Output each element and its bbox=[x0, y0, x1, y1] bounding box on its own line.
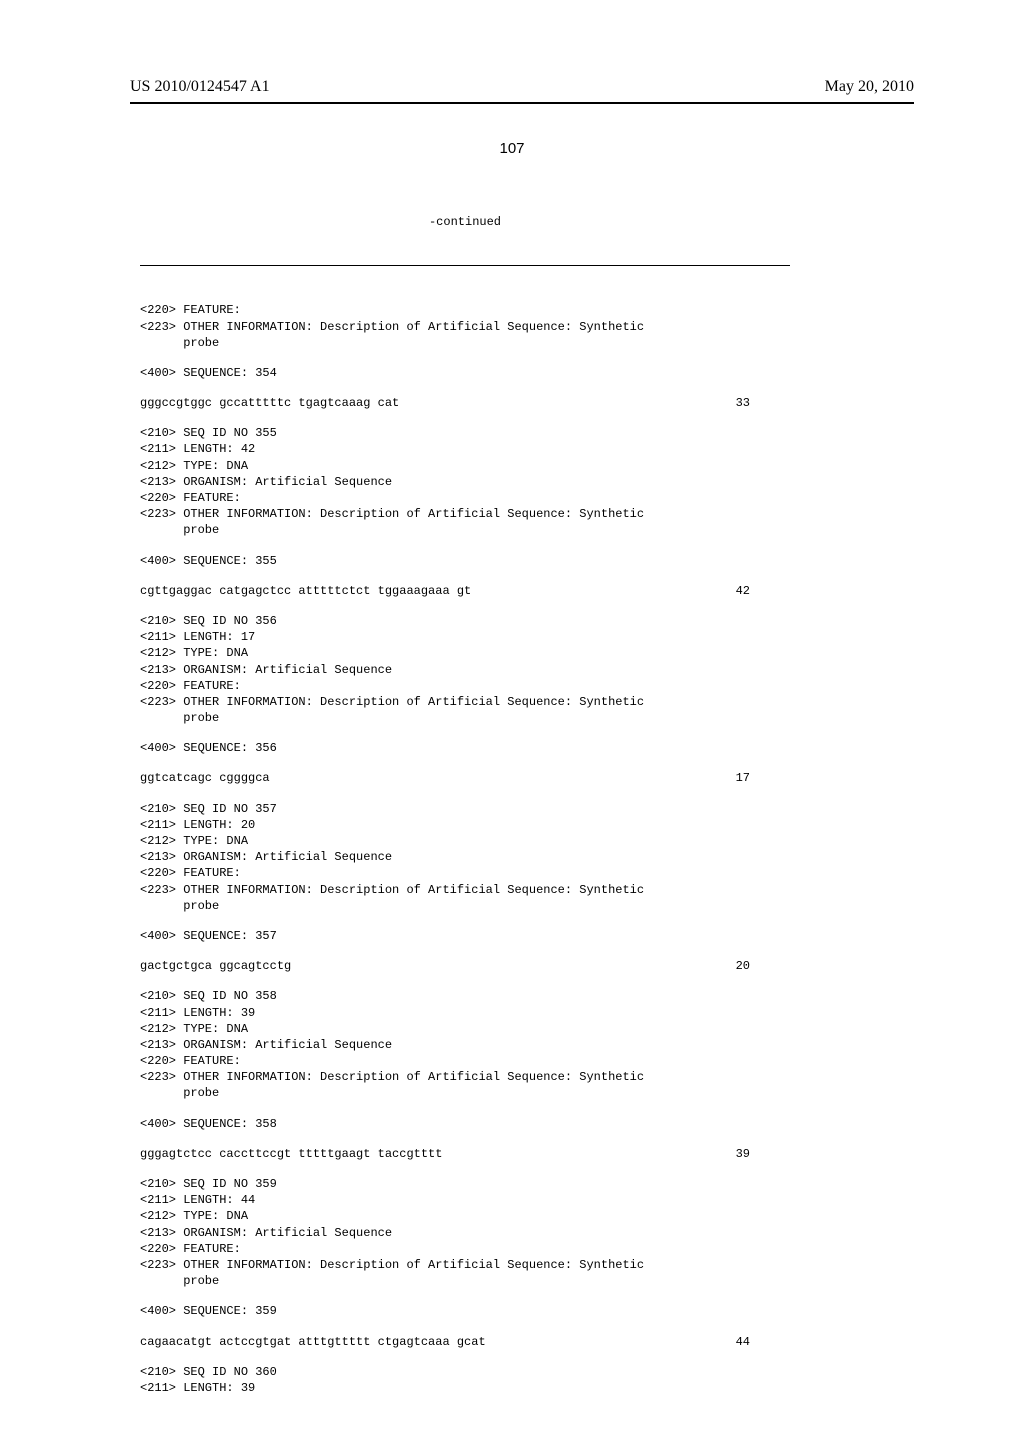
sequence-block: gggccgtggc gccatttttc tgagtcaaag cat 33 bbox=[140, 395, 790, 411]
publication-number: US 2010/0124547 A1 bbox=[130, 78, 270, 96]
sequence-meta-line: <223> OTHER INFORMATION: Description of … bbox=[140, 319, 790, 335]
sequence-meta-line: <220> FEATURE: bbox=[140, 1053, 790, 1069]
sequence-block: cgttgaggac catgagctcc atttttctct tggaaag… bbox=[140, 583, 790, 599]
sequence-meta-line: <220> FEATURE: bbox=[140, 1241, 790, 1257]
sequence-meta-line: probe bbox=[140, 522, 790, 538]
sequence-blocks: <220> FEATURE:<223> OTHER INFORMATION: D… bbox=[140, 302, 790, 1396]
sequence-meta-line: <400> SEQUENCE: 355 bbox=[140, 553, 790, 569]
sequence-meta-line: <220> FEATURE: bbox=[140, 490, 790, 506]
sequence-block: <400> SEQUENCE: 354 bbox=[140, 365, 790, 381]
sequence-meta-line: <212> TYPE: DNA bbox=[140, 458, 790, 474]
sequence-text: cagaacatgt actccgtgat atttgttttt ctgagtc… bbox=[140, 1334, 486, 1350]
sequence-block: <400> SEQUENCE: 359 bbox=[140, 1303, 790, 1319]
sequence-row: ggtcatcagc cggggca 17 bbox=[140, 770, 790, 786]
sequence-meta-line: <400> SEQUENCE: 356 bbox=[140, 740, 790, 756]
sequence-block: gactgctgca ggcagtcctg 20 bbox=[140, 958, 790, 974]
sequence-text: gggccgtggc gccatttttc tgagtcaaag cat bbox=[140, 395, 399, 411]
sequence-meta-line: <210> SEQ ID NO 359 bbox=[140, 1176, 790, 1192]
page-header: US 2010/0124547 A1 May 20, 2010 bbox=[0, 78, 1024, 104]
sequence-meta-line: <210> SEQ ID NO 357 bbox=[140, 801, 790, 817]
sequence-meta-line: probe bbox=[140, 1085, 790, 1101]
continued-label: -continued bbox=[140, 214, 790, 230]
sequence-block: <400> SEQUENCE: 356 bbox=[140, 740, 790, 756]
sequence-meta-line: <212> TYPE: DNA bbox=[140, 833, 790, 849]
sequence-length-number: 39 bbox=[736, 1146, 790, 1162]
sequence-row: cgttgaggac catgagctcc atttttctct tggaaag… bbox=[140, 583, 790, 599]
sequence-meta-line: probe bbox=[140, 1273, 790, 1289]
sequence-meta-line: <211> LENGTH: 39 bbox=[140, 1005, 790, 1021]
sequence-meta-line: <210> SEQ ID NO 360 bbox=[140, 1364, 790, 1380]
sequence-block: <210> SEQ ID NO 357<211> LENGTH: 20<212>… bbox=[140, 801, 790, 914]
sequence-meta-line: <210> SEQ ID NO 358 bbox=[140, 988, 790, 1004]
sequence-row: gggccgtggc gccatttttc tgagtcaaag cat 33 bbox=[140, 395, 790, 411]
sequence-block: <210> SEQ ID NO 359<211> LENGTH: 44<212>… bbox=[140, 1176, 790, 1289]
sequence-meta-line: <400> SEQUENCE: 354 bbox=[140, 365, 790, 381]
sequence-meta-line: <223> OTHER INFORMATION: Description of … bbox=[140, 1069, 790, 1085]
sequence-meta-line: <400> SEQUENCE: 358 bbox=[140, 1116, 790, 1132]
sequence-meta-line: <220> FEATURE: bbox=[140, 302, 790, 318]
sequence-length-number: 33 bbox=[736, 395, 790, 411]
sequence-meta-line: <213> ORGANISM: Artificial Sequence bbox=[140, 1037, 790, 1053]
sequence-meta-line: <212> TYPE: DNA bbox=[140, 645, 790, 661]
sequence-meta-line: <220> FEATURE: bbox=[140, 865, 790, 881]
sequence-block: gggagtctcc caccttccgt tttttgaagt taccgtt… bbox=[140, 1146, 790, 1162]
content-top-rule bbox=[140, 265, 790, 266]
sequence-meta-line: <211> LENGTH: 20 bbox=[140, 817, 790, 833]
sequence-block: <210> SEQ ID NO 355<211> LENGTH: 42<212>… bbox=[140, 425, 790, 538]
sequence-block: <220> FEATURE:<223> OTHER INFORMATION: D… bbox=[140, 302, 790, 351]
sequence-listing-content: -continued <220> FEATURE:<223> OTHER INF… bbox=[140, 182, 790, 1442]
sequence-meta-line: <223> OTHER INFORMATION: Description of … bbox=[140, 694, 790, 710]
sequence-meta-line: <210> SEQ ID NO 356 bbox=[140, 613, 790, 629]
sequence-length-number: 20 bbox=[736, 958, 790, 974]
sequence-meta-line: <213> ORGANISM: Artificial Sequence bbox=[140, 849, 790, 865]
sequence-text: gggagtctcc caccttccgt tttttgaagt taccgtt… bbox=[140, 1146, 442, 1162]
sequence-block: <400> SEQUENCE: 355 bbox=[140, 553, 790, 569]
publication-date: May 20, 2010 bbox=[825, 78, 914, 96]
sequence-block: <400> SEQUENCE: 358 bbox=[140, 1116, 790, 1132]
sequence-block: <210> SEQ ID NO 358<211> LENGTH: 39<212>… bbox=[140, 988, 790, 1101]
sequence-meta-line: <400> SEQUENCE: 357 bbox=[140, 928, 790, 944]
sequence-block: <400> SEQUENCE: 357 bbox=[140, 928, 790, 944]
sequence-meta-line: probe bbox=[140, 898, 790, 914]
sequence-meta-line: probe bbox=[140, 710, 790, 726]
sequence-text: ggtcatcagc cggggca bbox=[140, 770, 270, 786]
sequence-row: cagaacatgt actccgtgat atttgttttt ctgagtc… bbox=[140, 1334, 790, 1350]
sequence-text: gactgctgca ggcagtcctg bbox=[140, 958, 291, 974]
sequence-meta-line: <213> ORGANISM: Artificial Sequence bbox=[140, 1225, 790, 1241]
sequence-block: <210> SEQ ID NO 360<211> LENGTH: 39 bbox=[140, 1364, 790, 1396]
sequence-meta-line: probe bbox=[140, 335, 790, 351]
sequence-meta-line: <212> TYPE: DNA bbox=[140, 1208, 790, 1224]
sequence-meta-line: <223> OTHER INFORMATION: Description of … bbox=[140, 882, 790, 898]
sequence-length-number: 42 bbox=[736, 583, 790, 599]
sequence-row: gggagtctcc caccttccgt tttttgaagt taccgtt… bbox=[140, 1146, 790, 1162]
sequence-meta-line: <223> OTHER INFORMATION: Description of … bbox=[140, 506, 790, 522]
sequence-meta-line: <213> ORGANISM: Artificial Sequence bbox=[140, 474, 790, 490]
sequence-meta-line: <211> LENGTH: 44 bbox=[140, 1192, 790, 1208]
sequence-length-number: 17 bbox=[736, 770, 790, 786]
header-rule bbox=[130, 102, 914, 104]
sequence-meta-line: <210> SEQ ID NO 355 bbox=[140, 425, 790, 441]
sequence-meta-line: <213> ORGANISM: Artificial Sequence bbox=[140, 662, 790, 678]
sequence-block: <210> SEQ ID NO 356<211> LENGTH: 17<212>… bbox=[140, 613, 790, 726]
page-number: 107 bbox=[0, 140, 1024, 157]
sequence-block: ggtcatcagc cggggca 17 bbox=[140, 770, 790, 786]
sequence-meta-line: <223> OTHER INFORMATION: Description of … bbox=[140, 1257, 790, 1273]
page: US 2010/0124547 A1 May 20, 2010 107 -con… bbox=[0, 0, 1024, 1320]
sequence-meta-line: <211> LENGTH: 39 bbox=[140, 1380, 790, 1396]
sequence-text: cgttgaggac catgagctcc atttttctct tggaaag… bbox=[140, 583, 471, 599]
sequence-length-number: 44 bbox=[736, 1334, 790, 1350]
sequence-meta-line: <400> SEQUENCE: 359 bbox=[140, 1303, 790, 1319]
sequence-meta-line: <212> TYPE: DNA bbox=[140, 1021, 790, 1037]
header-row: US 2010/0124547 A1 May 20, 2010 bbox=[130, 78, 914, 96]
sequence-meta-line: <220> FEATURE: bbox=[140, 678, 790, 694]
sequence-row: gactgctgca ggcagtcctg 20 bbox=[140, 958, 790, 974]
sequence-block: cagaacatgt actccgtgat atttgttttt ctgagtc… bbox=[140, 1334, 790, 1350]
sequence-meta-line: <211> LENGTH: 17 bbox=[140, 629, 790, 645]
sequence-meta-line: <211> LENGTH: 42 bbox=[140, 441, 790, 457]
